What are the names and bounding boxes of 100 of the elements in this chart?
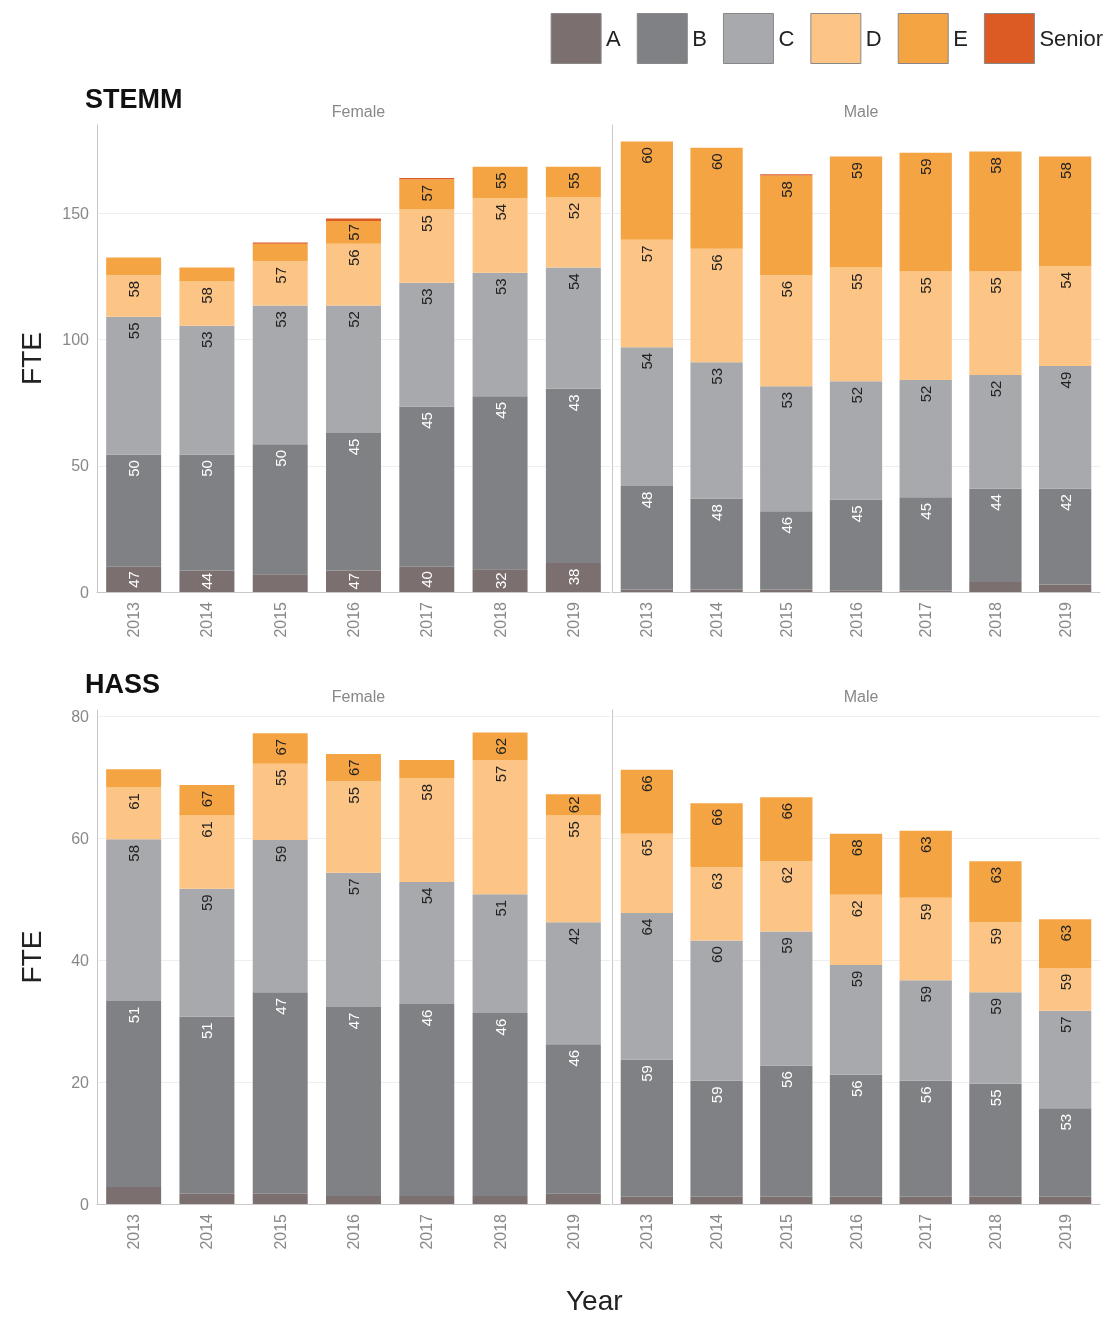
- annotation: 62: [564, 796, 582, 814]
- bar: [1039, 156, 1092, 267]
- x-tick-label: 2016: [847, 601, 865, 638]
- annotation: 57: [491, 765, 509, 783]
- annotation: 52: [345, 311, 362, 328]
- legend-label: A: [606, 26, 622, 51]
- x-tick-label: 2017: [917, 601, 935, 638]
- annotation: 53: [777, 391, 795, 409]
- annotation: 43: [564, 394, 582, 412]
- bar: [760, 386, 813, 512]
- x-tick-label: 2015: [271, 601, 289, 638]
- annotation: 47: [345, 572, 362, 590]
- annotation: 54: [491, 203, 509, 221]
- annotation: 51: [198, 1022, 216, 1040]
- bar: [106, 1000, 162, 1187]
- bar: [252, 763, 308, 840]
- bar: [252, 574, 308, 592]
- annotation: 47: [125, 571, 143, 588]
- legend-label: Senior: [1039, 26, 1103, 51]
- bar: [545, 267, 601, 389]
- x-tick-label: 2019: [1056, 601, 1074, 638]
- x-tick-label: 2018: [491, 1213, 509, 1250]
- x-tick-label: 2019: [564, 1213, 582, 1250]
- bar: [545, 1193, 601, 1204]
- annotation: 55: [986, 277, 1004, 294]
- bar: [760, 175, 813, 276]
- annotation: 40: [418, 571, 436, 588]
- bar: [620, 913, 673, 1060]
- bar: [472, 1196, 528, 1204]
- x-axis-title: Year: [566, 1284, 623, 1316]
- bar: [899, 897, 952, 981]
- x-tick-label: 2013: [125, 1213, 143, 1250]
- annotation: 44: [986, 494, 1004, 511]
- x-tick-label: 2015: [777, 1213, 795, 1250]
- annotation: 54: [638, 352, 656, 370]
- bar: [545, 196, 601, 268]
- bar: [252, 305, 308, 445]
- x-tick-label: 2018: [986, 1213, 1004, 1250]
- x-tick-label: 2015: [271, 1213, 289, 1250]
- annotation: 45: [418, 412, 436, 429]
- legend-label: D: [865, 26, 882, 51]
- annotation: 62: [847, 900, 865, 918]
- annotation: 56: [777, 280, 795, 298]
- bar: [399, 179, 455, 210]
- bar: [760, 1065, 813, 1197]
- annotation: 60: [708, 153, 726, 171]
- annotation: 55: [564, 821, 582, 838]
- bar: [690, 1080, 743, 1197]
- bar: [545, 562, 601, 592]
- bar: [399, 566, 455, 592]
- bar: [829, 964, 883, 1075]
- annotation: 59: [708, 1086, 726, 1104]
- annotation: 52: [917, 385, 935, 403]
- annotation: 44: [198, 572, 216, 590]
- x-tick-label: 2013: [638, 1213, 656, 1250]
- annotation: 46: [564, 1049, 582, 1067]
- bar: [399, 1003, 455, 1197]
- annotation: 59: [917, 985, 935, 1003]
- bar: [472, 396, 528, 570]
- annotation: 58: [125, 844, 143, 862]
- y-tick-label: 40: [71, 951, 90, 969]
- bar: [545, 388, 601, 563]
- annotation: 42: [1056, 494, 1074, 511]
- bar: [829, 1074, 883, 1197]
- bar: [690, 867, 743, 941]
- x-tick-label: 2017: [418, 601, 436, 638]
- bar: [1039, 967, 1092, 1011]
- bar: [472, 760, 528, 895]
- annotation: 58: [777, 181, 795, 198]
- bar: [326, 1007, 381, 1197]
- annotation: 53: [418, 288, 436, 306]
- bar: [326, 753, 381, 782]
- bar: [899, 980, 952, 1081]
- bar: [690, 498, 743, 590]
- annotation: 56: [917, 1086, 935, 1104]
- legend-label: C: [778, 26, 795, 51]
- annotation: 63: [917, 836, 935, 854]
- bar: [969, 271, 1022, 375]
- bar: [472, 569, 528, 592]
- annotation: 61: [198, 821, 216, 838]
- x-tick-label: 2019: [564, 601, 582, 638]
- annotation: 45: [345, 438, 362, 456]
- bar: [326, 872, 381, 1008]
- y-axis-title: FTE: [15, 930, 47, 984]
- bar: [829, 156, 883, 268]
- bar: [252, 992, 308, 1194]
- x-tick-label: 2016: [345, 601, 362, 638]
- bar: [106, 769, 162, 788]
- annotation: 54: [1056, 272, 1074, 289]
- bar: [179, 570, 235, 592]
- annotation: 53: [198, 331, 216, 349]
- bar: [969, 374, 1022, 489]
- annotation: 55: [847, 273, 865, 290]
- bar: [899, 271, 952, 380]
- annotation: 59: [986, 998, 1004, 1015]
- annotation: 45: [491, 402, 509, 419]
- bar: [106, 787, 162, 840]
- annotation: 56: [847, 1080, 865, 1098]
- x-tick-label: 2013: [638, 601, 656, 638]
- bar: [326, 220, 381, 244]
